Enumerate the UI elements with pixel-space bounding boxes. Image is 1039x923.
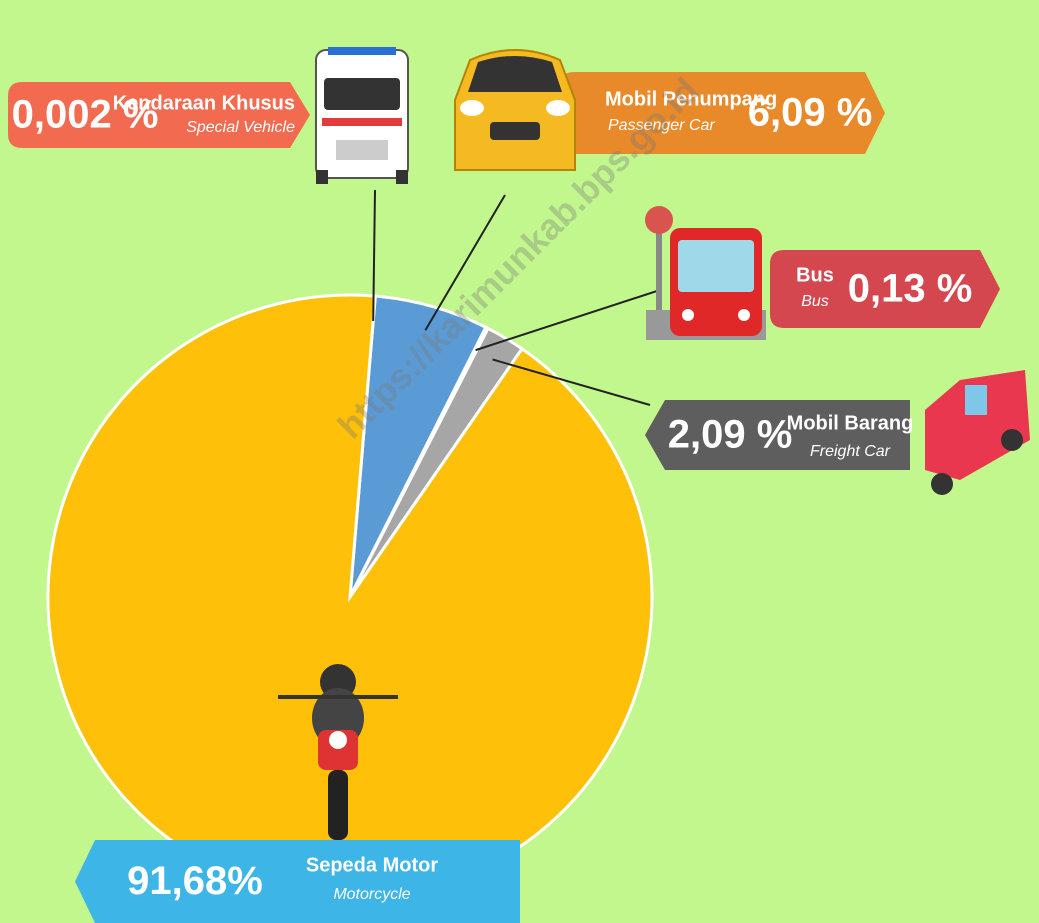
category-label-en: Special Vehicle: [186, 119, 295, 136]
pie-slice: [48, 295, 652, 899]
pie: [48, 295, 652, 899]
category-label: Sepeda Motor: [306, 854, 438, 876]
category-label: Bus: [796, 264, 834, 286]
bus-icon: [645, 206, 766, 340]
value-label: 2,09 %: [668, 413, 793, 457]
ambulance-icon: [316, 47, 408, 184]
value-label: 91,68%: [127, 859, 263, 903]
car-icon: [455, 50, 575, 170]
value-label: 0,13 %: [848, 267, 973, 311]
category-label: Kendaraan Khusus: [113, 92, 295, 114]
category-label: Mobil Barang: [787, 412, 914, 434]
category-label-en: Bus: [801, 293, 829, 310]
category-label-en: Motorcycle: [333, 886, 410, 903]
truck-icon: [925, 370, 1030, 495]
chart: 0,002 %Kendaraan KhususSpecial Vehicle6,…: [0, 0, 1039, 923]
category-label-en: Freight Car: [810, 443, 891, 460]
